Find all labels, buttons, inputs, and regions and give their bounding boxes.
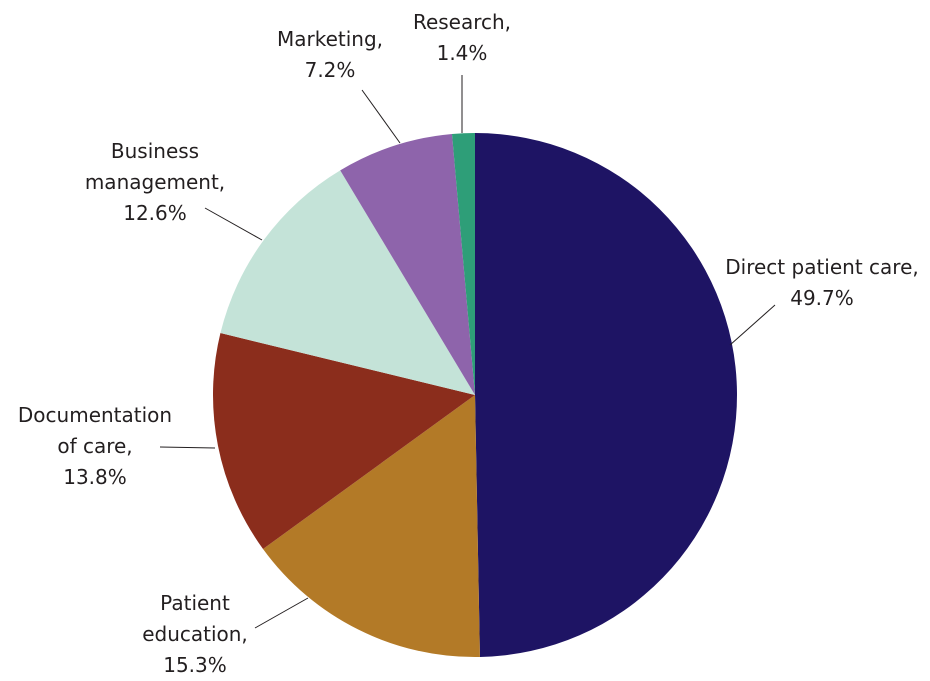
slice-label: Business management, bbox=[84, 139, 226, 194]
pie-slice bbox=[340, 134, 475, 395]
slice-value-label: 49.7% bbox=[790, 286, 854, 310]
slice-label: Marketing, bbox=[276, 27, 384, 51]
leader-line bbox=[159, 446, 216, 449]
leader-line bbox=[254, 597, 309, 629]
slice-label: Direct patient care, bbox=[725, 255, 919, 279]
pie-slice bbox=[475, 133, 737, 657]
leader-line bbox=[361, 89, 401, 144]
slice-value-label: 7.2% bbox=[304, 58, 356, 82]
slice-value-label: 15.3% bbox=[163, 653, 227, 677]
leader-line bbox=[204, 207, 263, 241]
pie-slice bbox=[212, 333, 475, 549]
slice-value-label: 12.6% bbox=[123, 201, 187, 225]
leader-line bbox=[729, 304, 776, 346]
slice-value-label: 1.4% bbox=[436, 41, 488, 65]
pie-slice bbox=[451, 133, 475, 395]
pie-slice bbox=[220, 170, 475, 395]
slice-label: Patient education, bbox=[142, 591, 248, 646]
slice-label: Research, bbox=[412, 10, 512, 34]
slice-label: Documentation of care, bbox=[17, 403, 173, 458]
pie-slice bbox=[263, 395, 480, 657]
slice-value-label: 13.8% bbox=[63, 465, 127, 489]
